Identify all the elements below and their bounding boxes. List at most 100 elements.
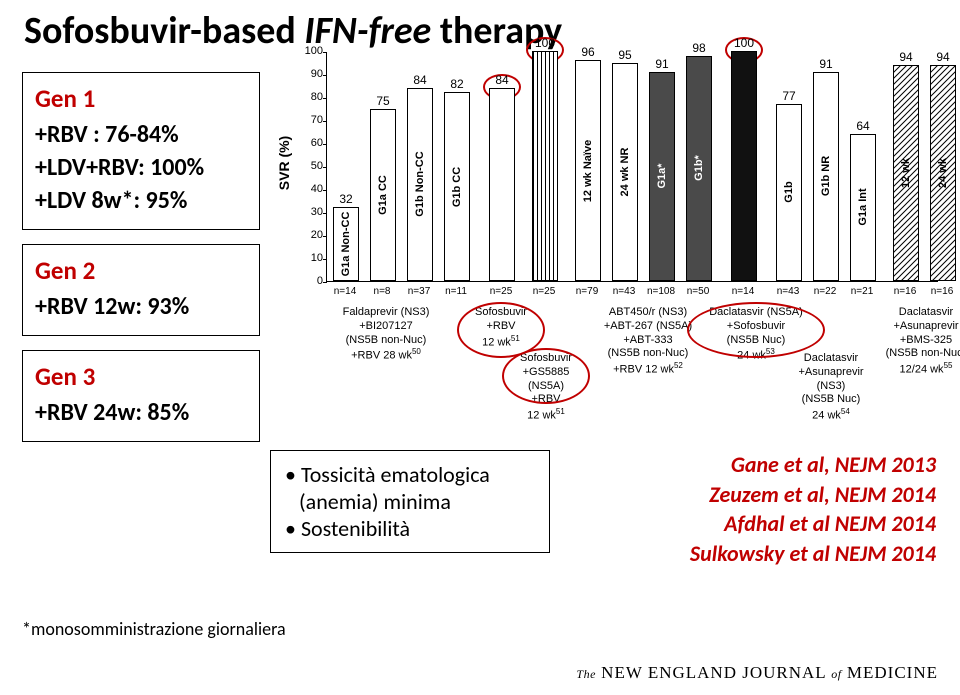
n-label: n=22	[814, 286, 837, 297]
journal-of: of	[831, 667, 841, 681]
bullet-box: Tossicità ematologica (anemia) minima So…	[270, 450, 550, 553]
bar-inside-label: G1b	[783, 182, 795, 203]
journal-end: MEDICINE	[842, 663, 938, 682]
n-label: n=108	[647, 286, 675, 297]
journal-prefix: The	[576, 667, 596, 681]
title-pre: Sofosbuvir-based	[24, 8, 304, 54]
chart-bar: 75G1a CC	[370, 109, 396, 282]
ytick: 100	[305, 45, 327, 57]
left-column: Gen 1 +RBV : 76-84% +LDV+RBV: 100% +LDV …	[22, 72, 260, 456]
n-label: n=43	[777, 286, 800, 297]
bar-value-label: 94	[899, 50, 912, 64]
bar-value-label: 91	[819, 57, 832, 71]
n-label: n=37	[408, 286, 431, 297]
n-label: n=43	[613, 286, 636, 297]
ytick: 0	[317, 275, 327, 287]
bar-inside-label: G1b*	[693, 155, 705, 181]
gen1-line1: +LDV+RBV: 100%	[35, 153, 247, 182]
bar-value-label: 96	[581, 45, 594, 59]
bar-inside-label: 24 wk NR	[619, 147, 631, 196]
gen3-line0: +RBV 24w: 85%	[35, 398, 247, 427]
footnote: *monosomministrazione giornaliera	[22, 618, 286, 640]
n-label: n=50	[687, 286, 710, 297]
bar-inside-label: 12 wk	[900, 158, 912, 188]
chart-bar: 9424 wk	[930, 65, 956, 281]
ytick: 60	[311, 137, 327, 149]
chart-bar: 91G1b NR	[813, 72, 839, 281]
bar-inside-label: G1a Non-CC	[340, 212, 352, 277]
chart-bar: 77G1b	[776, 104, 802, 281]
gen2-line0: +RBV 12w: 93%	[35, 292, 247, 321]
ytick: 90	[311, 68, 327, 80]
bar-value-label: 64	[856, 119, 869, 133]
bar-inside-label: 12 wk Naïve	[582, 139, 594, 201]
bar-value-label: 32	[339, 192, 352, 206]
citation-2: Afdhal et al NEJM 2014	[596, 509, 936, 539]
n-label: n=14	[334, 286, 357, 297]
chart-bar: 91G1a*	[649, 72, 675, 281]
chart-bar: 100	[731, 51, 757, 281]
gen1-line2: +LDV 8w*: 95%	[35, 186, 247, 215]
group-label: Faldaprevir (NS3)+BI207127(NS5B non-Nuc)…	[316, 306, 456, 364]
gen3-label: Gen 3	[35, 361, 247, 392]
n-label: n=14	[732, 286, 755, 297]
bar-value-label: 98	[692, 41, 705, 55]
n-label: n=11	[445, 286, 467, 297]
bar-value-label: 77	[782, 89, 795, 103]
gen2-box: Gen 2 +RBV 12w: 93%	[22, 244, 260, 336]
bar-value-label: 84	[413, 73, 426, 87]
bar-value-label: 95	[618, 48, 631, 62]
chart-bar: 9612 wk Naïve	[575, 60, 601, 281]
n-label: n=16	[931, 286, 954, 297]
bar-value-label: 100	[734, 36, 754, 50]
bar-value-label: 84	[495, 73, 508, 87]
bar-inside-label: G1b NR	[820, 156, 832, 196]
bar-value-label: 94	[936, 50, 949, 64]
chart-plot: 010203040506070809010032G1a Non-CC75G1a …	[326, 52, 938, 282]
bar-inside-label: G1a*	[656, 164, 668, 189]
bullet-1b: (anemia) minima	[285, 488, 535, 515]
bar-value-label: 100	[535, 36, 555, 50]
chart-bar: 32G1a Non-CC	[333, 207, 359, 281]
citation-1: Zeuzem et al, NEJM 2014	[596, 480, 936, 510]
citation-0: Gane et al, NEJM 2013	[596, 450, 936, 480]
svr-chart: SVR (%) 010203040506070809010032G1a Non-…	[278, 48, 948, 428]
ytick: 50	[311, 160, 327, 172]
chart-bar: 9412 wk	[893, 65, 919, 281]
chart-bar: 84	[489, 88, 515, 281]
ytick: 20	[311, 229, 327, 241]
gen1-line0: +RBV : 76-84%	[35, 120, 247, 149]
bullet-1: Tossicità ematologica	[285, 461, 535, 488]
chart-bar: 98G1b*	[686, 56, 712, 281]
ytick: 80	[311, 91, 327, 103]
journal-credit: The NEW ENGLAND JOURNAL of MEDICINE	[576, 663, 938, 683]
bar-inside-label: G1b CC	[451, 167, 463, 207]
chart-bar: 9524 wk NR	[612, 63, 638, 282]
bar-inside-label: G1a CC	[377, 175, 389, 215]
gen2-label: Gen 2	[35, 255, 247, 286]
n-label: n=25	[490, 286, 513, 297]
n-label: n=21	[851, 286, 874, 297]
chart-bar: 82G1b CC	[444, 92, 470, 281]
citation-3: Sulkowsky et al NEJM 2014	[596, 539, 936, 569]
ytick: 70	[311, 114, 327, 126]
chart-bar: 100	[532, 51, 558, 281]
n-label: n=25	[533, 286, 556, 297]
citations: Gane et al, NEJM 2013 Zeuzem et al, NEJM…	[596, 450, 936, 569]
bar-value-label: 82	[450, 77, 463, 91]
group-label: Daclatasvir+Asunaprevir+BMS-325(NS5B non…	[866, 306, 960, 377]
ytick: 10	[311, 252, 327, 264]
chart-bar: 64G1a Int	[850, 134, 876, 281]
chart-ylabel: SVR (%)	[276, 136, 292, 190]
ytick: 30	[311, 206, 327, 218]
n-label: n=16	[894, 286, 917, 297]
chart-bar: 84G1b Non-CC	[407, 88, 433, 281]
bar-inside-label: G1b Non-CC	[414, 152, 426, 217]
bullet-2: Sostenibilità	[285, 515, 535, 542]
gen1-box: Gen 1 +RBV : 76-84% +LDV+RBV: 100% +LDV …	[22, 72, 260, 230]
bar-inside-label: 24 wk	[937, 158, 949, 188]
bar-value-label: 91	[655, 57, 668, 71]
bar-value-label: 75	[376, 94, 389, 108]
gen3-box: Gen 3 +RBV 24w: 85%	[22, 350, 260, 442]
n-label: n=8	[374, 286, 391, 297]
